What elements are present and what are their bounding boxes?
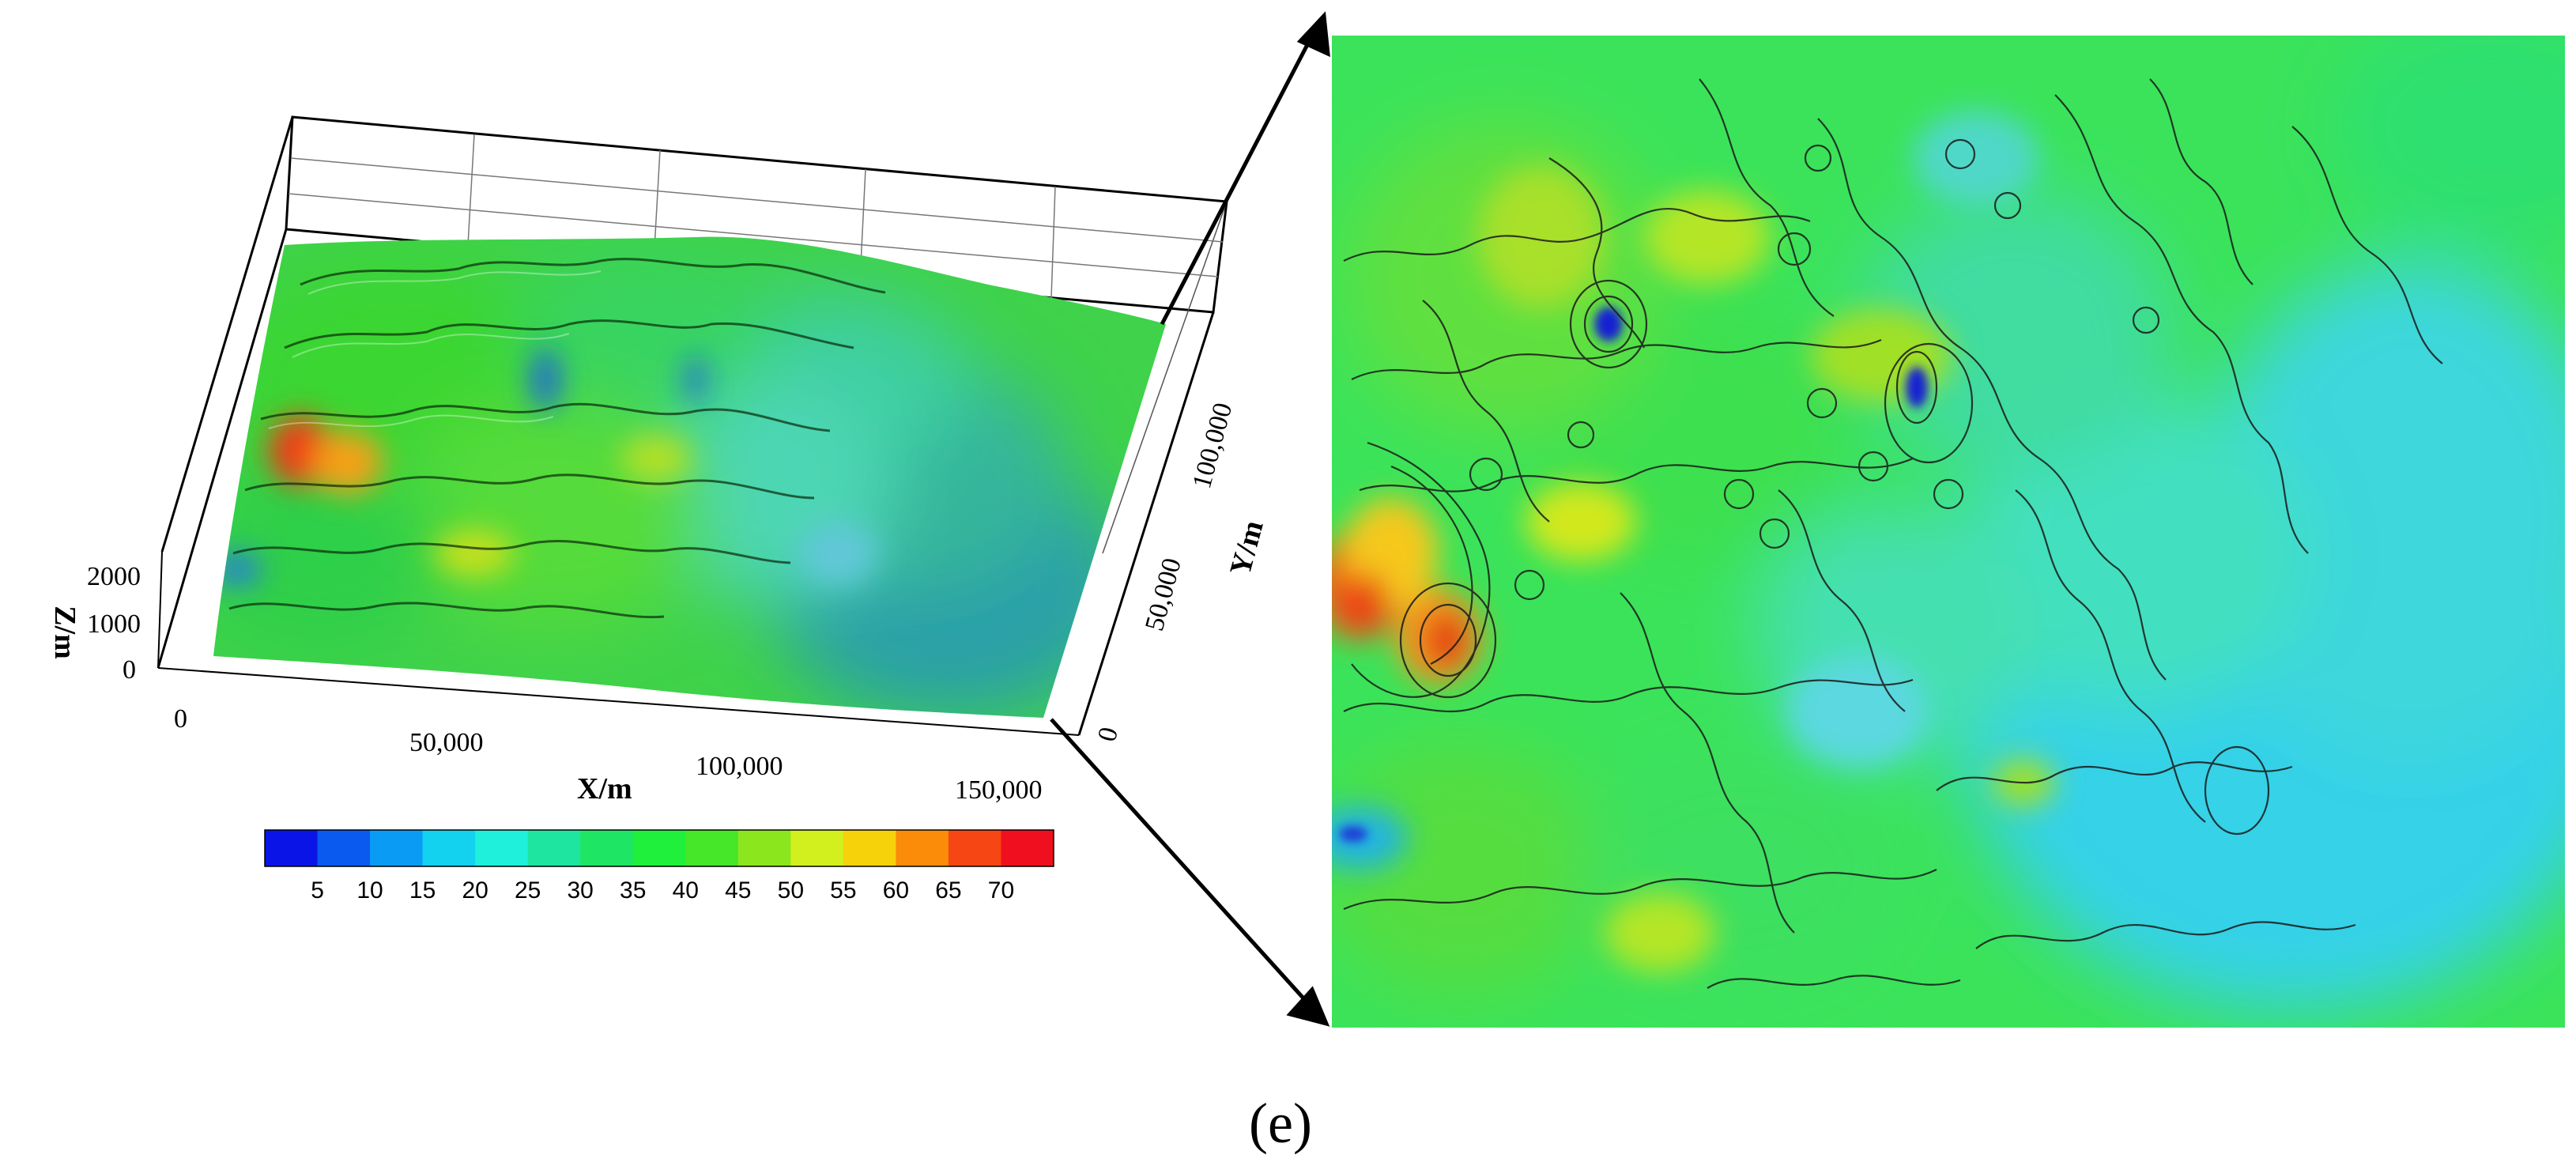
colorbar-swatch: [265, 830, 319, 866]
colorbar-swatch: [632, 830, 686, 866]
colorbar-swatch: [422, 830, 476, 866]
colorbar-tick-label: 25: [515, 877, 541, 904]
terrain-surface: [213, 236, 1166, 718]
panel-label: (e): [1249, 1092, 1312, 1155]
x-tick-label: 150,000: [955, 775, 1043, 805]
z-axis-title: Z/m: [48, 606, 81, 659]
colorbar-tick-label: 60: [883, 877, 909, 904]
x-axis-title: X/m: [577, 772, 632, 805]
y-axis-title: Y/m: [1224, 517, 1270, 579]
x-axis: 0 50,000 100,000 150,000 X/m: [174, 704, 1043, 805]
colorbar-swatch: [896, 830, 949, 866]
colorbar-swatch: [580, 830, 634, 866]
colorbar-tick-label: 10: [356, 877, 383, 904]
contour-map: [1332, 36, 2565, 1028]
colorbar-tick-label: 15: [409, 877, 436, 904]
y-tick-label: 50,000: [1140, 555, 1187, 634]
colorbar-swatch: [370, 830, 424, 866]
z-tick-label: 0: [123, 655, 136, 685]
surface-plot-3d: 0 50,000 100,000 150,000 X/m 0 50,000 10…: [48, 115, 1270, 805]
x-tick-label: 50,000: [409, 728, 484, 757]
colorbar-tick-label: 35: [620, 877, 646, 904]
y-tick-label: 0: [1092, 724, 1124, 745]
colorbar-swatch: [948, 830, 1001, 866]
connector-arrows: [1050, 11, 1330, 1027]
colorbar: 5 10 15 20 25 30 35 40 45 50 55 60 65 70: [264, 829, 1054, 904]
colorbar-tick-label: 65: [935, 877, 961, 904]
bounding-box: [157, 115, 1228, 736]
colorbar-swatch: [843, 830, 896, 866]
z-tick-label: 1000: [87, 609, 141, 639]
colorbar-tick-label: 30: [568, 877, 594, 904]
z-axis: 0 1000 2000 Z/m: [48, 562, 141, 685]
colorbar-swatch: [1001, 830, 1054, 866]
colorbar-tick-label: 5: [311, 877, 324, 904]
colorbar-tick-label: 40: [673, 877, 699, 904]
colorbar-swatch: [527, 830, 581, 866]
colorbar-swatch: [685, 830, 739, 866]
colorbar-tick-label: 45: [725, 877, 751, 904]
colorbar-tick-label: 20: [462, 877, 488, 904]
colorbar-swatch: [475, 830, 529, 866]
contour-lines: [1343, 78, 2443, 989]
colorbar-swatch: [317, 830, 371, 866]
z-tick-label: 2000: [87, 562, 141, 591]
colorbar-frame: [264, 829, 1054, 867]
y-tick-label: 100,000: [1187, 400, 1238, 492]
x-tick-label: 100,000: [696, 752, 783, 781]
colorbar-tick-label: 50: [778, 877, 804, 904]
x-tick-label: 0: [174, 704, 187, 734]
colorbar-tick-label: 55: [830, 877, 856, 904]
colorbar-swatch: [790, 830, 844, 866]
colorbar-swatch: [737, 830, 791, 866]
colorbar-tick-label: 70: [988, 877, 1014, 904]
